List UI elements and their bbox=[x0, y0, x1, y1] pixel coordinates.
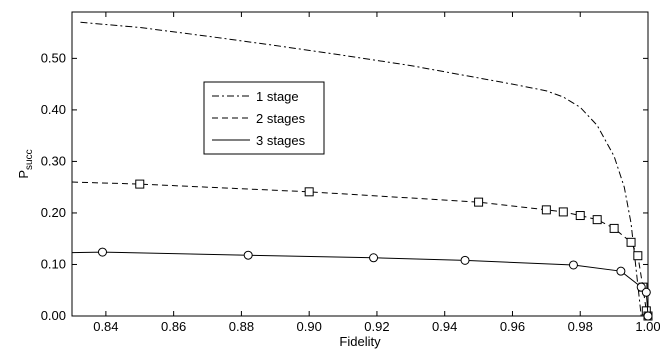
series-1 bbox=[80, 21, 642, 317]
series-3 bbox=[71, 247, 653, 321]
series-2-point bbox=[558, 207, 568, 217]
legend-label-1: 1 stage bbox=[256, 89, 299, 104]
axis-ticks: 0.84 0.86 0.88 0.90 0.92 0.94 0.96 0.98 1.00 0.00… bbox=[41, 12, 660, 334]
series-3-point bbox=[97, 247, 107, 257]
x-axis-title: Fidelity bbox=[339, 334, 381, 349]
y-tick-label: 0.10 bbox=[41, 256, 66, 271]
series-3-point bbox=[369, 253, 379, 263]
x-tick-label: 1.00 bbox=[635, 319, 660, 334]
series-3-point bbox=[460, 255, 470, 265]
series-layer bbox=[71, 21, 653, 321]
series-2-point bbox=[541, 205, 551, 215]
legend-label-3: 3 stages bbox=[256, 133, 306, 148]
y-tick-label: 0.20 bbox=[41, 205, 66, 220]
series-3-point bbox=[616, 266, 626, 276]
x-tick-label: 0.98 bbox=[568, 319, 593, 334]
x-tick-label: 0.96 bbox=[500, 319, 525, 334]
y-axis-title-subscript: succ bbox=[24, 149, 35, 170]
legend-label-2: 2 stages bbox=[256, 111, 306, 126]
y-tick-label: 0.40 bbox=[41, 102, 66, 117]
legend: 1 stage 2 stages 3 stages bbox=[203, 81, 325, 155]
series-2-point bbox=[474, 197, 484, 207]
series-2 bbox=[71, 179, 653, 321]
series-2-point bbox=[575, 211, 585, 221]
plot-area bbox=[71, 11, 649, 317]
x-tick-label: 0.88 bbox=[229, 319, 254, 334]
x-tick-label: 0.92 bbox=[364, 319, 389, 334]
series-3-point bbox=[641, 287, 651, 297]
x-tick-label: 0.84 bbox=[93, 319, 118, 334]
series-2-point bbox=[626, 237, 636, 247]
series-3-point bbox=[643, 311, 653, 321]
y-axis-title: Psucc bbox=[16, 149, 35, 178]
series-3-point bbox=[568, 260, 578, 270]
series-1-line bbox=[80, 21, 642, 317]
series-2-point bbox=[304, 187, 314, 197]
series-2-line bbox=[71, 181, 649, 317]
y-axis-title-main: P bbox=[16, 170, 31, 179]
series-2-point bbox=[633, 251, 643, 261]
y-tick-label: 0.00 bbox=[41, 308, 66, 323]
y-tick-label: 0.50 bbox=[41, 50, 66, 65]
x-tick-label: 0.94 bbox=[432, 319, 457, 334]
y-tick-label: 0.30 bbox=[41, 153, 66, 168]
series-3-point bbox=[243, 250, 253, 260]
x-tick-label: 0.86 bbox=[161, 319, 186, 334]
series-2-point bbox=[609, 223, 619, 233]
x-tick-label: 0.90 bbox=[297, 319, 322, 334]
series-3-line bbox=[71, 251, 649, 317]
series-2-point bbox=[135, 179, 145, 189]
series-2-point bbox=[592, 215, 602, 225]
